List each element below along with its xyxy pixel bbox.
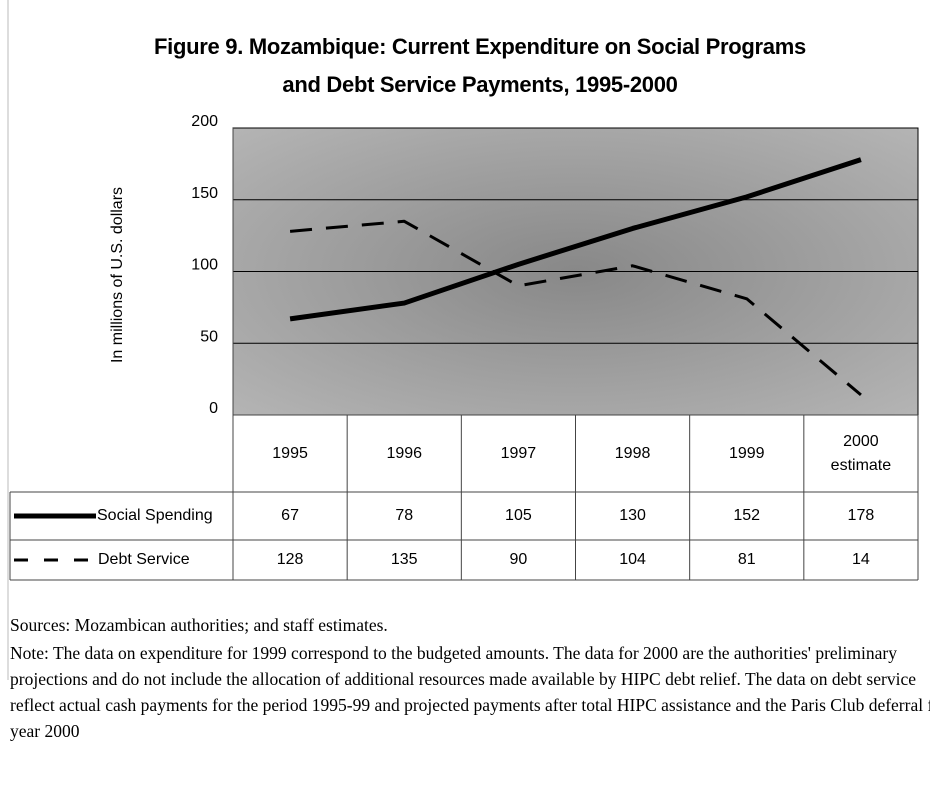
- data-label: 105: [461, 492, 575, 540]
- data-label-text: 104: [619, 551, 646, 568]
- data-label-text: 128: [276, 551, 304, 568]
- y-axis-label: In millions of U.S. dollars: [109, 186, 126, 364]
- x-tick-label: 1998: [576, 415, 690, 492]
- x-tick-label: 1997: [461, 415, 575, 492]
- data-label: 81: [690, 540, 804, 580]
- x-tick-label-text: 1997: [500, 444, 537, 462]
- note: Note: The data on expenditure for 1999 c…: [10, 643, 930, 741]
- data-label-text: 135: [390, 551, 418, 568]
- legend-label: Debt Service: [98, 551, 190, 568]
- data-label-text: 152: [733, 507, 761, 524]
- sources: Sources: Mozambican authorities; and sta…: [10, 615, 388, 635]
- y-tick-label: 100: [191, 257, 218, 274]
- data-label: 14: [804, 540, 918, 580]
- data-label: 152: [690, 492, 804, 540]
- y-tick-label: 50: [200, 328, 218, 345]
- data-label-text: 130: [619, 507, 646, 524]
- data-label-text: 78: [395, 507, 414, 524]
- data-label: 67: [233, 492, 347, 540]
- x-tick-label-text: 1996: [386, 444, 423, 462]
- data-label: 104: [576, 540, 690, 580]
- data-label: 135: [347, 540, 461, 580]
- chart-title: Figure 9. Mozambique: Current Expenditur…: [154, 34, 806, 97]
- data-label-text: 81: [737, 551, 756, 568]
- x-tick-label-text: 1999: [728, 444, 765, 462]
- x-tick-label-text: 2000 estimate: [830, 432, 892, 474]
- series-line: [289, 157, 862, 322]
- data-label: 130: [576, 492, 690, 540]
- series-line: [289, 219, 862, 397]
- data-label: 178: [804, 492, 918, 540]
- data-label: 90: [461, 540, 575, 580]
- y-tick-label: 0: [209, 400, 218, 417]
- y-tick-label: 150: [191, 185, 218, 202]
- x-tick-label-text: 1998: [614, 444, 651, 462]
- x-tick-label: 1996: [347, 415, 461, 492]
- y-tick-label: 200: [191, 113, 218, 130]
- x-tick-label: 2000 estimate: [804, 415, 918, 492]
- data-label-text: 67: [281, 507, 299, 524]
- data-label: 128: [233, 540, 347, 580]
- legend-label: Social Spending: [97, 507, 213, 524]
- x-tick-label-text: 1995: [272, 444, 308, 462]
- x-tick-label: 1999: [690, 415, 804, 492]
- data-label-text: 105: [505, 507, 532, 524]
- x-tick-label: 1995: [233, 415, 347, 492]
- data-label-text: 178: [847, 507, 875, 524]
- data-label-text: 90: [509, 551, 528, 568]
- data-label: 78: [347, 492, 461, 540]
- data-label-text: 14: [852, 551, 870, 568]
